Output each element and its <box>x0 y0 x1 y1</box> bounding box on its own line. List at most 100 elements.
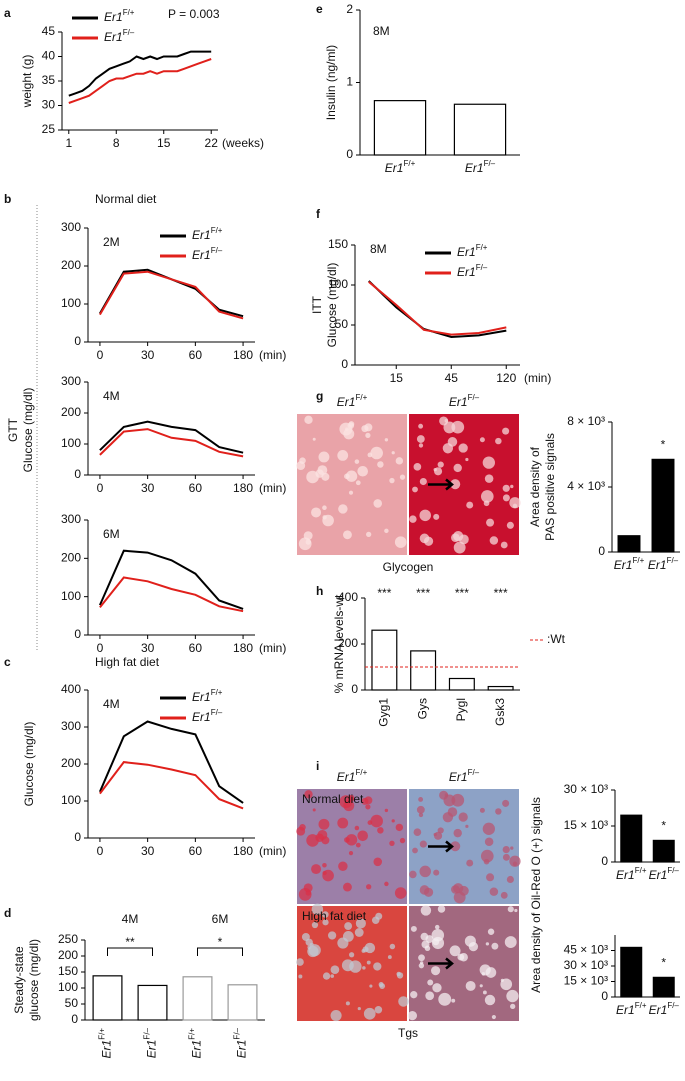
x-tick-label: 30 <box>141 481 155 495</box>
texture <box>344 837 350 843</box>
texture <box>507 906 514 913</box>
annotation: 4M <box>103 697 120 711</box>
y-tick-label: 200 <box>61 405 81 419</box>
texture <box>355 842 361 848</box>
texture <box>296 958 304 966</box>
texture <box>322 919 329 926</box>
texture <box>318 451 330 463</box>
texture <box>466 501 474 509</box>
texture <box>410 991 418 999</box>
x-axis-label: (min) <box>259 481 286 495</box>
texture <box>419 865 431 878</box>
panel-title: Normal diet <box>95 192 157 206</box>
micrograph <box>409 789 519 904</box>
texture <box>369 984 373 988</box>
bar <box>487 685 514 691</box>
y-tick-label: 250 <box>58 932 78 946</box>
annotation: *** <box>455 586 469 600</box>
legend-label: Er1F/– <box>192 708 223 724</box>
texture <box>451 885 460 894</box>
y-tick-label: 100 <box>61 589 81 603</box>
texture <box>502 427 510 435</box>
texture <box>296 826 306 836</box>
y-tick-label: 1 <box>346 75 353 89</box>
legend-label: Er1F/– <box>192 246 223 262</box>
texture <box>343 530 352 540</box>
y-tick-label: 0 <box>601 989 608 1003</box>
texture <box>479 807 485 813</box>
arrow <box>428 957 454 970</box>
x-tick-label: 30 <box>141 844 155 858</box>
texture <box>506 875 514 884</box>
texture <box>482 822 495 835</box>
texture <box>375 912 383 920</box>
texture <box>502 484 510 492</box>
texture <box>322 514 334 527</box>
texture <box>433 832 437 837</box>
y-tick-label: 0 <box>71 1012 78 1026</box>
texture <box>442 443 454 454</box>
y-tick-label: 400 <box>338 590 358 604</box>
bar <box>620 946 643 998</box>
texture <box>416 435 425 443</box>
x-tick-label: 60 <box>189 481 203 495</box>
texture <box>504 936 517 949</box>
x-tick-label: 120 <box>496 371 516 385</box>
texture <box>378 982 384 988</box>
series-line <box>68 50 212 97</box>
texture <box>330 965 340 974</box>
texture <box>354 928 364 937</box>
texture <box>444 793 449 797</box>
texture <box>343 882 352 892</box>
legend-label: Er1F/+ <box>192 226 223 242</box>
annotation: * <box>661 819 666 833</box>
annotation: *** <box>377 586 391 600</box>
texture <box>322 862 327 868</box>
x-tick-label: 30 <box>141 348 155 362</box>
texture <box>384 881 389 887</box>
y-tick-label: 150 <box>328 237 348 251</box>
y-tick-label: 30 × 10³ <box>564 782 608 796</box>
texture <box>423 887 434 897</box>
y-tick-label: 50 <box>65 996 79 1010</box>
x-tick-label: 180 <box>233 641 253 655</box>
texture <box>465 980 476 991</box>
texture <box>341 959 354 972</box>
x-tick-label: Er1F/– <box>143 1027 159 1058</box>
texture <box>347 795 355 803</box>
y-tick-label: 100 <box>58 980 78 994</box>
column-label: Er1F/+ <box>337 393 368 409</box>
texture <box>418 423 424 429</box>
x-tick-label: Gsk3 <box>493 698 507 726</box>
x-tick-label: 22 <box>205 136 219 150</box>
legend-label: Er1F/– <box>457 263 488 279</box>
texture <box>418 954 425 962</box>
x-tick-label: 8 <box>113 136 120 150</box>
texture <box>354 459 360 464</box>
texture <box>354 825 360 831</box>
texture <box>398 996 409 1007</box>
x-tick-label: 1 <box>65 136 72 150</box>
texture <box>427 979 434 986</box>
texture <box>510 1003 516 1010</box>
y-axis-label: Glucose (mg/dl) <box>325 263 339 348</box>
annotation: 4M <box>103 389 120 403</box>
x-tick-label: 60 <box>189 641 203 655</box>
texture <box>370 814 383 828</box>
bar <box>453 103 507 156</box>
texture <box>485 942 490 946</box>
texture <box>347 422 355 429</box>
y-tick-label: 0 <box>74 627 81 641</box>
texture <box>308 944 321 957</box>
y-tick-label: 40 <box>42 49 56 63</box>
texture <box>437 827 444 834</box>
y-tick-label: 2 <box>346 2 353 16</box>
texture <box>304 790 313 799</box>
texture <box>439 790 449 800</box>
texture <box>322 505 327 511</box>
image-caption: Glycogen <box>383 560 434 574</box>
texture <box>322 911 329 918</box>
y-axis-label: Glucose (mg/dl) <box>21 388 35 473</box>
texture <box>296 461 306 470</box>
